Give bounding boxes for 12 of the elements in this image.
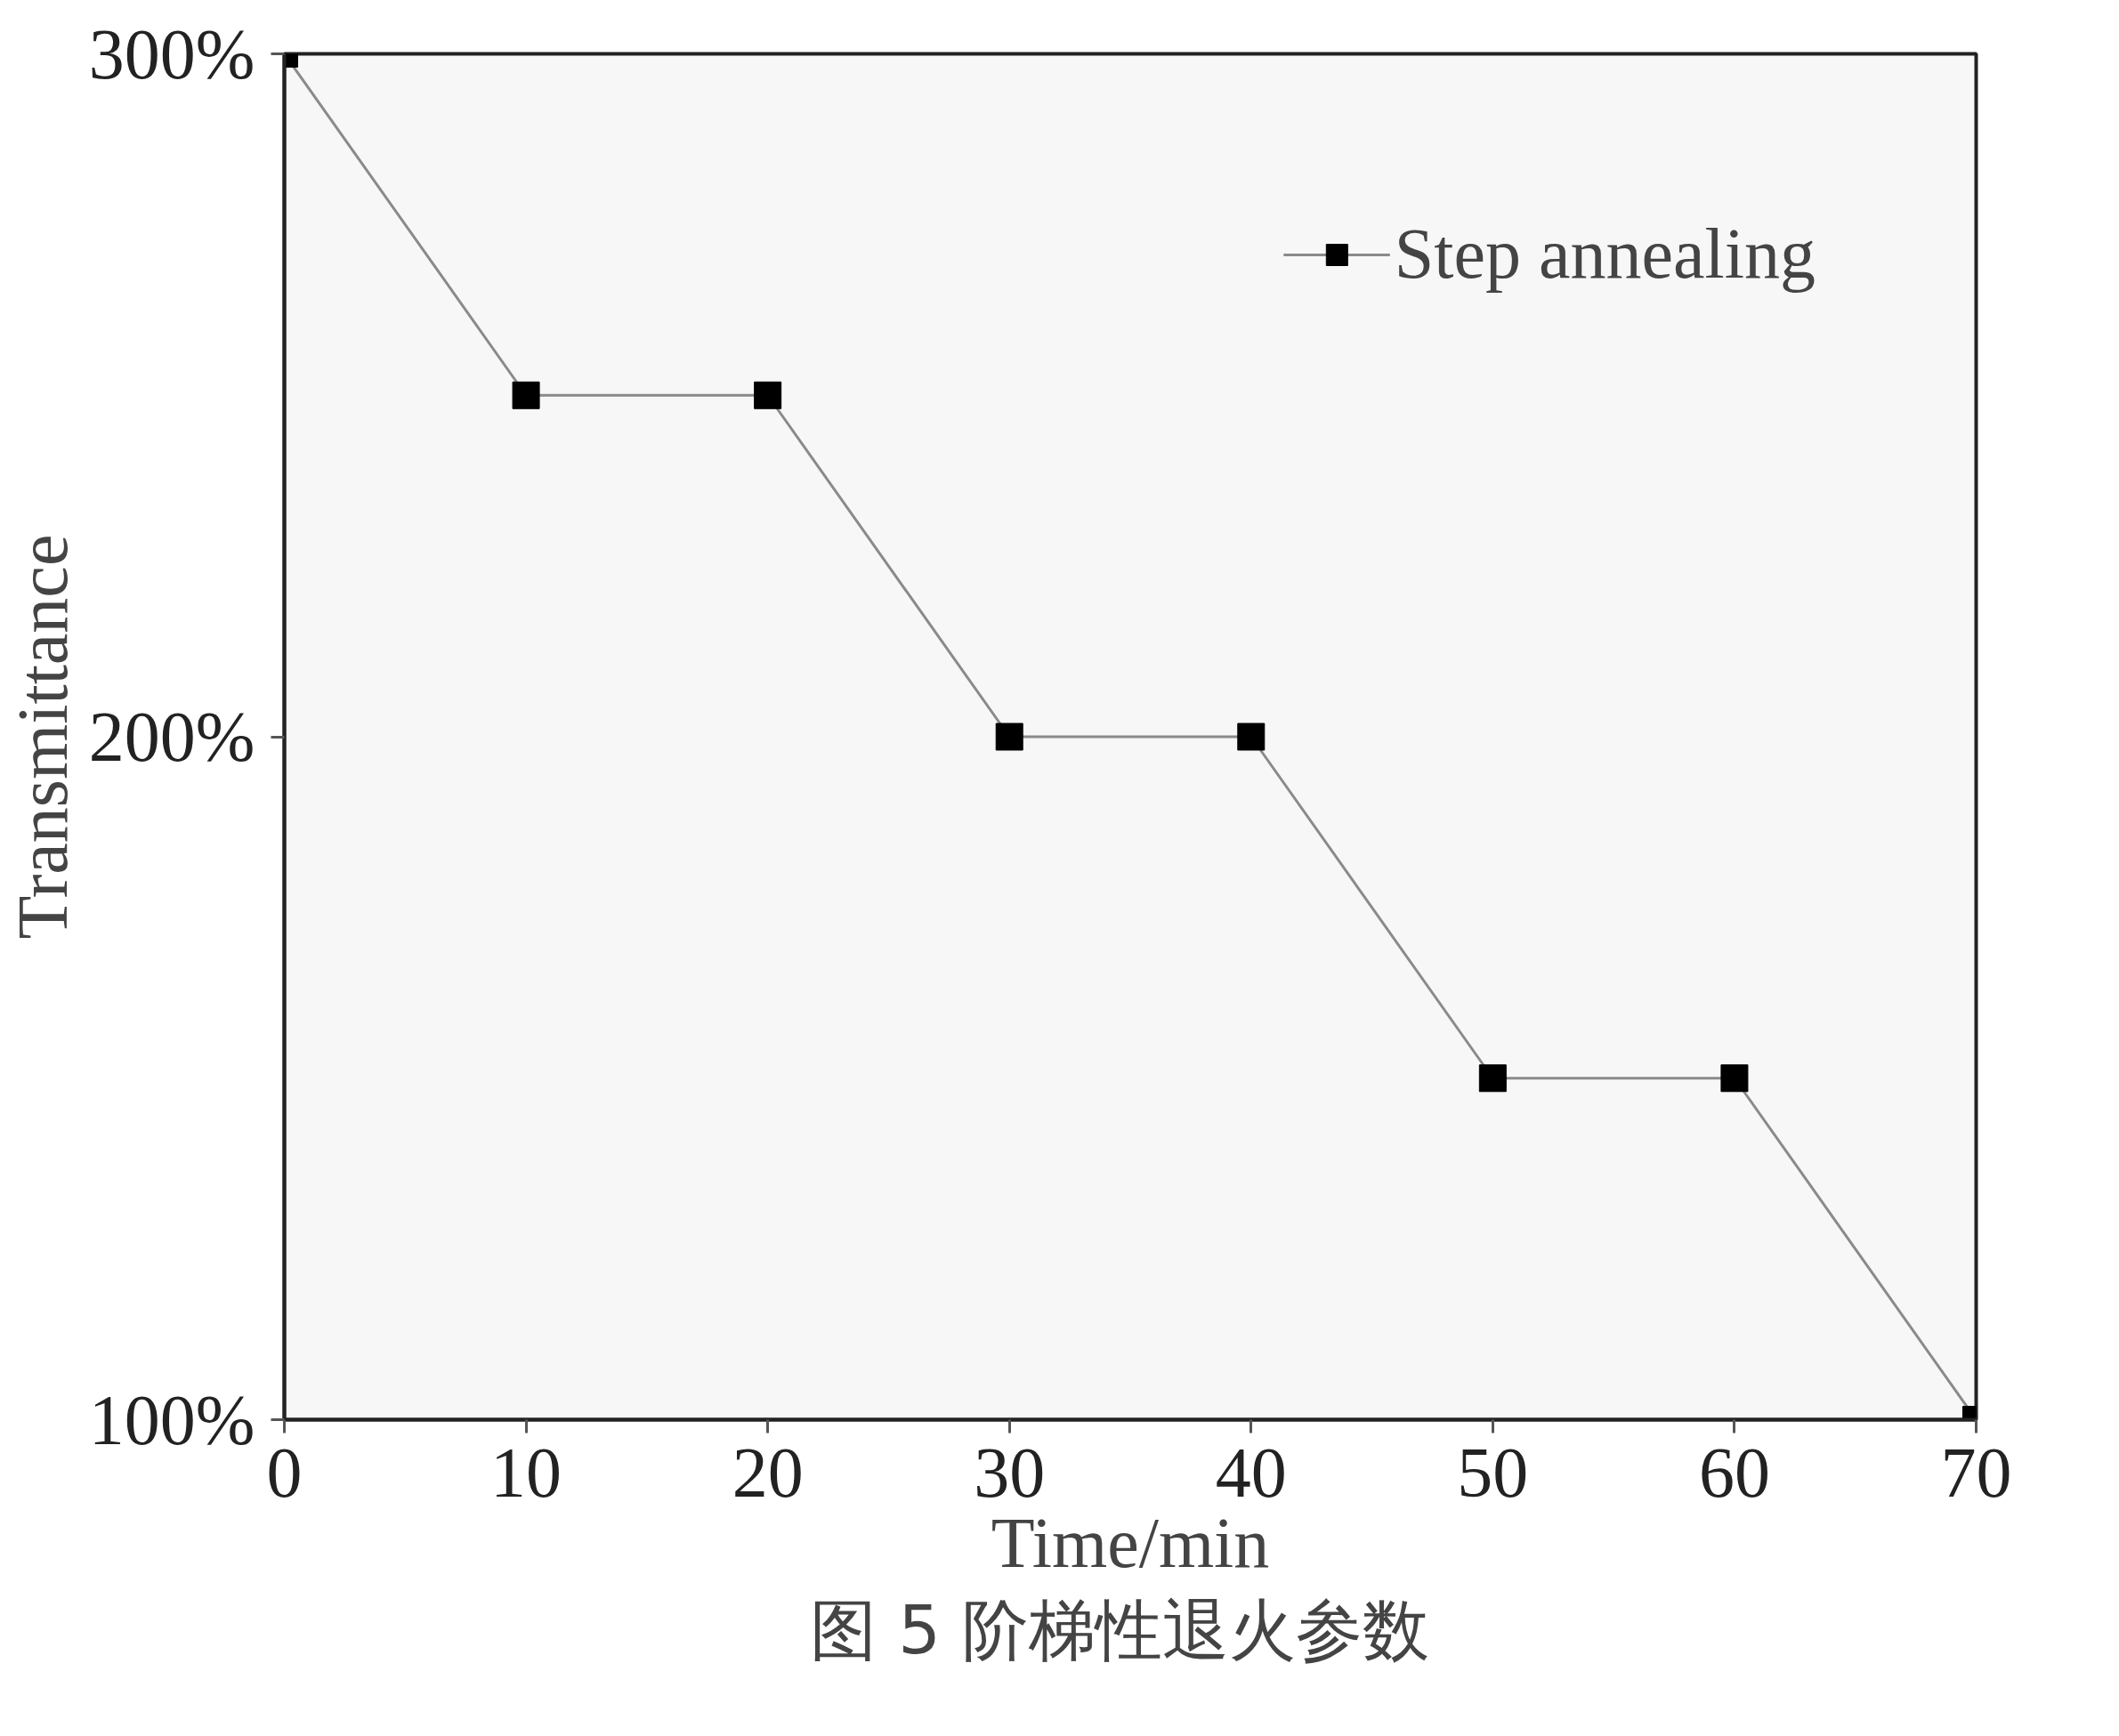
x-tick-label: 70 — [1940, 1433, 2012, 1512]
x-tick-label: 50 — [1457, 1433, 1529, 1512]
x-tick-label: 60 — [1698, 1433, 1770, 1512]
y-tick-label: 200% — [88, 698, 255, 776]
x-tick-label: 0 — [266, 1433, 303, 1512]
legend-label: Step annealing — [1394, 214, 1816, 295]
y-axis-title: Transmittance — [3, 534, 82, 940]
x-tick-label: 20 — [732, 1433, 804, 1512]
x-tick-label: 10 — [490, 1433, 562, 1512]
caption: 图 5 阶梯性退火参数 — [810, 1590, 1429, 1669]
y-tick-label: 300% — [88, 14, 255, 93]
y-tick-label: 100% — [88, 1380, 255, 1459]
